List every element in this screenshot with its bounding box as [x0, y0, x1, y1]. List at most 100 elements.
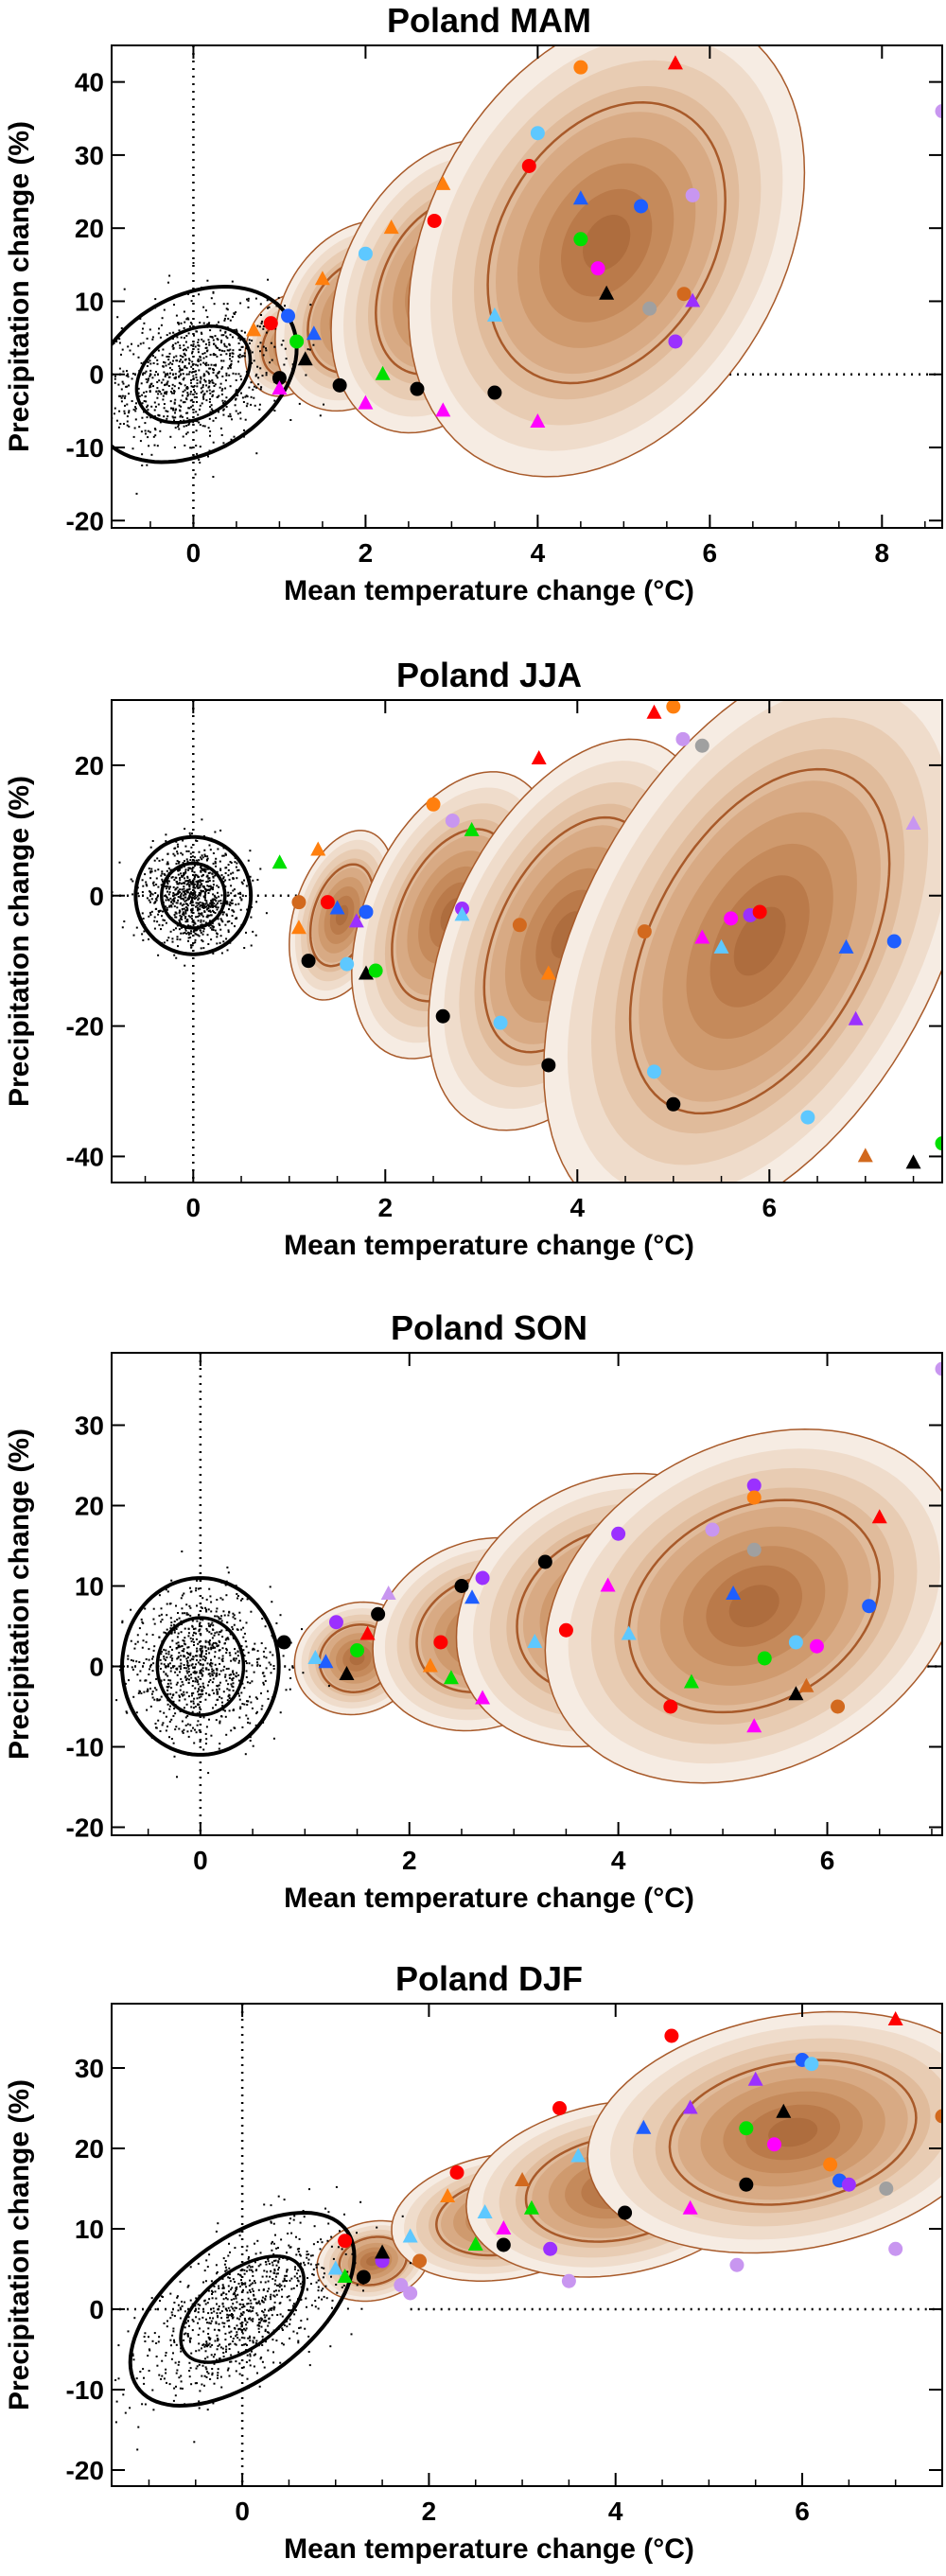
variability-sample [99, 2365, 101, 2367]
model-point-circle [823, 2157, 838, 2172]
variability-sample [232, 2339, 235, 2342]
variability-sample [137, 392, 140, 394]
variability-sample [255, 901, 258, 903]
variability-sample [129, 2407, 131, 2410]
ellipse-shade-level [583, 215, 631, 272]
variability-sample [212, 2317, 215, 2320]
variability-sample [255, 2312, 258, 2315]
variability-sample [178, 323, 180, 325]
variability-sample [214, 354, 217, 356]
variability-sample [209, 1663, 211, 1666]
variability-sample [209, 430, 212, 432]
variability-sample [172, 343, 174, 346]
variability-sample [185, 850, 188, 852]
variability-sample [139, 1670, 142, 1673]
variability-sample [149, 385, 152, 388]
variability-sample [289, 2318, 291, 2321]
variability-sample [213, 2328, 216, 2331]
variability-sample [215, 903, 218, 906]
variability-sample [234, 2281, 236, 2283]
variability-sample [211, 1621, 214, 1624]
variability-sample [244, 395, 247, 398]
variability-sample [195, 373, 198, 376]
variability-sample [207, 1608, 210, 1611]
variability-sample [211, 410, 214, 412]
variability-sample [238, 1698, 241, 1701]
variability-sample [213, 364, 216, 367]
variability-sample [226, 2320, 229, 2322]
variability-sample [270, 2308, 272, 2311]
variability-sample [239, 2315, 242, 2318]
variability-sample [179, 2306, 182, 2309]
variability-sample [160, 1662, 163, 1665]
variability-sample [170, 407, 172, 410]
variability-sample [219, 329, 222, 332]
variability-sample [241, 1726, 244, 1728]
y-tick-label: 40 [75, 68, 104, 97]
variability-sample [177, 869, 179, 872]
variability-sample [253, 1671, 255, 1674]
variability-sample [324, 2285, 327, 2287]
variability-sample [339, 2230, 341, 2233]
variability-sample [220, 342, 222, 343]
variability-sample [154, 434, 157, 437]
variability-sample [225, 335, 228, 338]
variability-sample [221, 1657, 224, 1660]
variability-sample [179, 346, 182, 349]
variability-sample [247, 2303, 250, 2304]
variability-sample [190, 2383, 193, 2386]
variability-sample [181, 908, 184, 911]
variability-sample [220, 919, 223, 921]
variability-sample [312, 2273, 315, 2276]
model-point-circle [281, 308, 296, 324]
variability-sample [199, 879, 201, 882]
variability-sample [152, 1649, 155, 1652]
variability-sample [166, 1703, 169, 1706]
variability-sample [322, 2276, 324, 2279]
variability-sample [219, 1695, 221, 1698]
variability-sample [185, 1660, 188, 1662]
variability-sample [221, 2347, 224, 2350]
variability-sample [273, 2269, 276, 2272]
variability-sample [208, 2342, 211, 2345]
variability-sample [208, 1631, 211, 1634]
variability-sample [191, 363, 194, 366]
variability-sample [164, 376, 166, 377]
variability-sample [143, 1662, 145, 1665]
variability-sample [220, 2386, 223, 2389]
variability-sample [158, 1636, 161, 1638]
variability-sample [214, 1632, 217, 1635]
variability-sample [168, 366, 171, 369]
variability-sample [208, 379, 211, 382]
variability-sample [254, 404, 256, 407]
variability-sample [233, 312, 236, 315]
variability-sample [205, 902, 208, 904]
variability-sample [289, 2246, 292, 2249]
variability-sample [166, 356, 168, 358]
variability-sample [297, 2279, 300, 2282]
variability-sample [195, 393, 198, 395]
variability-sample [166, 879, 169, 882]
variability-sample [261, 375, 264, 377]
variability-sample [255, 2302, 258, 2304]
variability-sample [168, 1662, 171, 1665]
variability-sample [232, 1612, 235, 1615]
variability-sample [238, 2327, 241, 2330]
variability-sample [246, 2266, 249, 2269]
variability-sample [228, 1694, 231, 1697]
variability-sample [311, 2254, 314, 2257]
variability-sample [178, 1665, 181, 1668]
variability-sample [193, 1640, 195, 1643]
variability-sample [158, 859, 161, 862]
variability-sample [198, 344, 201, 347]
variability-sample [207, 2336, 210, 2339]
model-point-triangle [570, 2147, 587, 2163]
variability-sample [249, 2317, 252, 2320]
variability-sample [207, 885, 210, 887]
variability-sample [230, 359, 233, 362]
variability-sample [330, 2275, 332, 2278]
variability-sample [232, 1686, 235, 1689]
variability-sample [221, 349, 223, 352]
variability-sample [254, 2269, 257, 2271]
variability-sample [134, 418, 137, 421]
